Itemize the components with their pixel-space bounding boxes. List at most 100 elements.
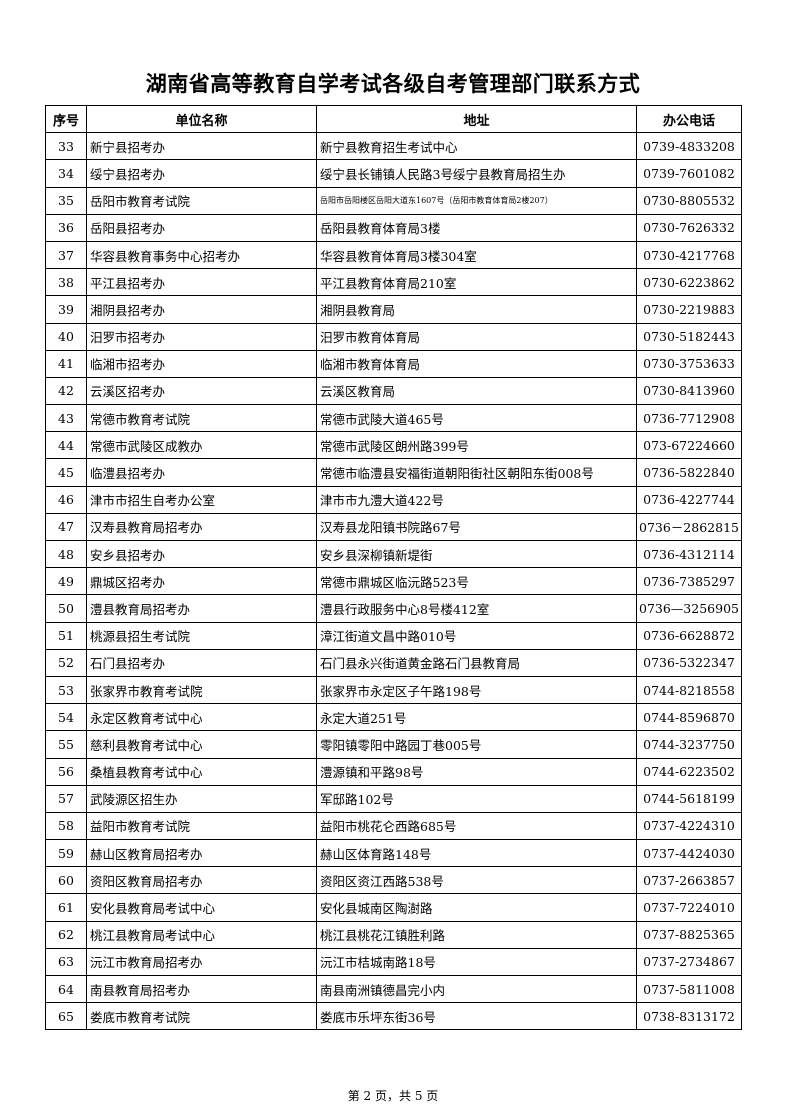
contact-table: 序号 单位名称 地址 办公电话 33 新宁县招考办 新宁县教育招生考试中心 0739-… [45,104,742,1031]
table-row: 33 新宁县招考办 新宁县教育招生考试中心 0739-4833208 [45,132,742,161]
phone: 0730-7626332 [636,213,742,242]
unit-name: 临澧县招考办 [86,458,317,487]
unit-name: 桑植县教育考试中心 [86,757,317,786]
phone: 0737-4224310 [636,811,742,841]
phone: 0744-8596870 [636,703,742,732]
phone: 0737-7224010 [636,893,742,922]
address: 安化县城南区陶澍路 [316,893,637,922]
address: 岳阳县教育体育局3楼 [316,213,637,242]
address: 漳江街道文昌中路010号 [316,621,637,650]
table-row: 34 绥宁县招考办 绥宁县长铺镇人民路3号绥宁县教育局招生办 0739-7601082 [45,159,742,188]
address: 绥宁县长铺镇人民路3号绥宁县教育局招生办 [316,159,637,188]
table-row: 38 平江县招考办 平江县教育体育局210室 0730-6223862 [45,268,742,297]
address: 益阳市桃花仑西路685号 [316,811,637,841]
address: 石门县永兴街道黄金路石门县教育局 [316,648,637,677]
row-number: 58 [45,811,87,841]
row-number: 65 [45,1002,87,1031]
address: 常德市临澧县安福街道朝阳街社区朝阳东街008号 [316,458,637,487]
address: 常德市武陵区朗州路399号 [316,431,637,460]
table-row: 54 永定区教育考试中心 永定大道251号 0744-8596870 [45,703,742,732]
phone: 0736—3256905 [636,594,742,623]
unit-name: 武陵源区招生办 [86,784,317,813]
phone: 0730-8413960 [636,376,742,406]
table-row: 59 赫山区教育局招考办 赫山区体育路148号 0737-4424030 [45,839,742,868]
unit-name: 汨罗市招考办 [86,322,317,351]
row-number: 56 [45,757,87,786]
table-row: 56 桑植县教育考试中心 澧源镇和平路98号 0744-6223502 [45,757,742,786]
row-number: 37 [45,240,87,270]
row-number: 48 [45,539,87,569]
row-number: 49 [45,567,87,596]
phone: 0737-4424030 [636,839,742,868]
unit-name: 娄底市教育考试院 [86,1002,317,1031]
phone: 0736-5322347 [636,648,742,677]
address: 汉寿县龙阳镇书院路67号 [316,512,637,542]
row-number: 34 [45,159,87,188]
phone: 0739-7601082 [636,159,742,188]
row-number: 55 [45,730,87,759]
unit-name: 南县教育局招考办 [86,974,317,1004]
address: 张家界市永定区子午路198号 [316,675,637,705]
address: 澧源镇和平路98号 [316,757,637,786]
unit-name: 岳阳县招考办 [86,213,317,242]
row-number: 51 [45,621,87,650]
header-number: 序号 [45,104,87,134]
row-number: 62 [45,920,87,949]
unit-name: 安化县教育局考试中心 [86,893,317,922]
unit-name: 常德市教育考试院 [86,404,317,433]
address: 常德市武陵大道465号 [316,404,637,433]
phone: 0730-4217768 [636,240,742,270]
address: 娄底市乐坪东街36号 [316,1002,637,1031]
unit-name: 岳阳市教育考试院 [86,186,317,215]
unit-name: 华容县教育事务中心招考办 [86,240,317,270]
phone: 0736－2862815 [636,512,742,542]
address: 军邸路102号 [316,784,637,813]
table-row: 55 慈利县教育考试中心 零阳镇零阳中路园丁巷005号 0744-3237750 [45,730,742,759]
phone: 0736-4312114 [636,539,742,569]
row-number: 39 [45,295,87,324]
row-number: 45 [45,458,87,487]
address: 汨罗市教育体育局 [316,322,637,351]
unit-name: 澧县教育局招考办 [86,594,317,623]
table-row: 36 岳阳县招考办 岳阳县教育体育局3楼 0730-7626332 [45,213,742,242]
phone: 0744-8218558 [636,675,742,705]
unit-name: 安乡县招考办 [86,539,317,569]
unit-name: 鼎城区招考办 [86,567,317,596]
phone: 0737-8825365 [636,920,742,949]
row-number: 53 [45,675,87,705]
row-number: 42 [45,376,87,406]
address: 常德市鼎城区临沅路523号 [316,567,637,596]
address: 津市市九澧大道422号 [316,485,637,514]
header-address: 地址 [316,104,637,134]
unit-name: 绥宁县招考办 [86,159,317,188]
row-number: 35 [45,186,87,215]
row-number: 38 [45,268,87,297]
unit-name: 赫山区教育局招考办 [86,839,317,868]
table-row: 58 益阳市教育考试院 益阳市桃花仑西路685号 0737-4224310 [45,811,742,841]
address: 赫山区体育路148号 [316,839,637,868]
table-row: 35 岳阳市教育考试院 岳阳市岳阳楼区岳阳大道东1607号（岳阳市教育体育局2楼20… [45,186,742,215]
header-phone: 办公电话 [636,104,742,134]
table-header-row: 序号 单位名称 地址 办公电话 [45,104,742,134]
table-row: 45 临澧县招考办 常德市临澧县安福街道朝阳街社区朝阳东街008号 0736-5822… [45,458,742,487]
phone: 0739-4833208 [636,132,742,161]
address: 安乡县深柳镇新堤街 [316,539,637,569]
unit-name: 沅江市教育局招考办 [86,947,317,977]
table-row: 57 武陵源区招生办 军邸路102号 0744-5618199 [45,784,742,813]
row-number: 47 [45,512,87,542]
row-number: 43 [45,404,87,433]
row-number: 44 [45,431,87,460]
table-row: 65 娄底市教育考试院 娄底市乐坪东街36号 0738-8313172 [45,1002,742,1031]
address: 资阳区资江西路538号 [316,866,637,895]
row-number: 54 [45,703,87,732]
row-number: 41 [45,349,87,378]
unit-name: 石门县招考办 [86,648,317,677]
address: 桃江县桃花江镇胜利路 [316,920,637,949]
table-row: 37 华容县教育事务中心招考办 华容县教育体育局3楼304室 0730-4217768 [45,240,742,270]
table-row: 46 津市市招生自考办公室 津市市九澧大道422号 0736-4227744 [45,485,742,514]
phone: 0744-5618199 [636,784,742,813]
phone: 0730-2219883 [636,295,742,324]
table-row: 62 桃江县教育局考试中心 桃江县桃花江镇胜利路 0737-8825365 [45,920,742,949]
table-row: 50 澧县教育局招考办 澧县行政服务中心8号楼412室 0736—3256905 [45,594,742,623]
phone: 0737-5811008 [636,974,742,1004]
